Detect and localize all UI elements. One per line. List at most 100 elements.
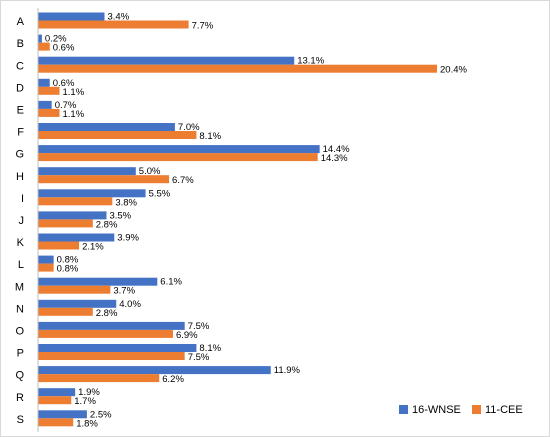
- data-label-16-wnse: 0.8%: [57, 255, 79, 266]
- data-label-11-cee: 6.7%: [172, 175, 194, 186]
- bars-group: [38, 12, 437, 427]
- bar-16-wnse: [38, 299, 117, 308]
- legend-swatch-11-cee: [472, 405, 481, 414]
- data-label-11-cee: 3.7%: [113, 286, 135, 297]
- bar-16-wnse: [38, 34, 42, 43]
- bar-16-wnse: [38, 277, 158, 286]
- bar-11-cee: [38, 197, 113, 206]
- data-label-16-wnse: 5.5%: [149, 188, 171, 199]
- bar-16-wnse: [38, 167, 136, 176]
- data-label-16-wnse: 6.1%: [160, 277, 182, 288]
- data-label-11-cee: 0.8%: [57, 264, 79, 275]
- data-label-16-wnse: 3.5%: [109, 210, 131, 221]
- bar-11-cee: [38, 219, 93, 228]
- bar-11-cee: [38, 175, 170, 184]
- data-label-11-cee: 2.1%: [82, 242, 104, 253]
- bar-11-cee: [38, 263, 54, 272]
- bar-16-wnse: [38, 145, 320, 154]
- category-label: H: [16, 171, 24, 183]
- category-label: G: [15, 149, 24, 161]
- bar-16-wnse: [38, 410, 87, 419]
- bar-11-cee: [38, 108, 60, 117]
- category-label: J: [19, 215, 25, 227]
- category-label: S: [17, 414, 24, 426]
- data-label-16-wnse: 7.5%: [188, 321, 210, 332]
- data-label-11-cee: 1.1%: [63, 109, 85, 120]
- legend-swatch-16-wnse: [399, 405, 408, 414]
- data-label-16-wnse: 2.5%: [90, 409, 112, 420]
- data-label-16-wnse: 1.9%: [78, 387, 100, 398]
- data-label-11-cee: 7.7%: [192, 21, 214, 32]
- category-label: R: [16, 392, 24, 404]
- data-label-16-wnse: 8.1%: [199, 343, 221, 354]
- bar-11-cee: [38, 374, 160, 383]
- data-label-11-cee: 2.8%: [96, 219, 118, 230]
- data-label-16-wnse: 0.7%: [55, 100, 77, 111]
- category-label: N: [16, 303, 24, 315]
- category-label: F: [17, 127, 24, 139]
- bar-16-wnse: [38, 189, 146, 198]
- category-label: I: [21, 193, 24, 205]
- data-label-11-cee: 14.3%: [321, 153, 348, 164]
- data-label-11-cee: 1.1%: [63, 87, 85, 98]
- data-label-11-cee: 7.5%: [188, 352, 210, 363]
- category-label: B: [17, 38, 24, 50]
- bar-16-wnse: [38, 255, 54, 264]
- bar-16-wnse: [38, 233, 115, 242]
- category-label: A: [17, 16, 25, 28]
- bar-11-cee: [38, 307, 93, 316]
- bar-16-wnse: [38, 56, 295, 65]
- data-label-11-cee: 1.8%: [76, 418, 98, 429]
- data-label-11-cee: 20.4%: [440, 65, 467, 76]
- category-label: O: [15, 325, 24, 337]
- bar-11-cee: [38, 131, 197, 139]
- data-label-11-cee: 8.1%: [199, 131, 221, 142]
- data-label-11-cee: 0.6%: [53, 43, 75, 54]
- category-label: D: [16, 82, 24, 94]
- data-label-16-wnse: 3.9%: [117, 233, 139, 244]
- category-label: M: [15, 281, 24, 293]
- data-label-11-cee: 2.8%: [96, 308, 118, 319]
- bar-16-wnse: [38, 388, 76, 397]
- data-label-16-wnse: 14.4%: [323, 144, 350, 155]
- legend-label-16-wnse: 16-WNSE: [412, 404, 461, 416]
- data-label-16-wnse: 0.2%: [45, 34, 67, 45]
- bar-11-cee: [38, 418, 74, 427]
- data-label-11-cee: 6.2%: [162, 374, 184, 385]
- data-label-16-wnse: 7.0%: [178, 122, 200, 133]
- bar-11-cee: [38, 352, 185, 360]
- data-label-16-wnse: 13.1%: [297, 56, 324, 67]
- bar-16-wnse: [38, 344, 197, 352]
- bar-11-cee: [38, 42, 50, 51]
- bar-11-cee: [38, 329, 173, 338]
- data-label-16-wnse: 0.6%: [53, 78, 75, 89]
- data-label-16-wnse: 3.4%: [108, 12, 130, 23]
- legend-label-11-cee: 11-CEE: [485, 404, 523, 416]
- category-label: P: [17, 348, 24, 360]
- bar-16-wnse: [38, 321, 185, 330]
- legend: 16-WNSE 11-CEE: [399, 404, 523, 416]
- bar-11-cee: [38, 285, 111, 294]
- data-label-11-cee: 1.7%: [74, 396, 96, 407]
- data-label-16-wnse: 5.0%: [139, 166, 161, 177]
- bar-16-wnse: [38, 123, 175, 131]
- data-label-16-wnse: 4.0%: [119, 299, 141, 310]
- data-labels-group: 3.4%7.7%0.2%0.6%13.1%20.4%0.6%1.1%0.7%1.…: [45, 12, 468, 430]
- data-label-11-cee: 3.8%: [115, 197, 137, 208]
- data-label-11-cee: 6.9%: [176, 330, 198, 341]
- category-label: L: [18, 259, 24, 271]
- bar-16-wnse: [38, 366, 271, 375]
- category-label: E: [17, 104, 24, 116]
- bar-11-cee: [38, 86, 60, 95]
- bar-16-wnse: [38, 78, 50, 87]
- bar-11-cee: [38, 64, 437, 73]
- category-label: K: [17, 237, 25, 249]
- category-label: Q: [15, 370, 24, 382]
- bar-11-cee: [38, 241, 80, 250]
- bar-11-cee: [38, 396, 72, 405]
- bar-11-cee: [38, 153, 318, 162]
- data-label-16-wnse: 11.9%: [274, 365, 301, 376]
- bar-16-wnse: [38, 211, 107, 220]
